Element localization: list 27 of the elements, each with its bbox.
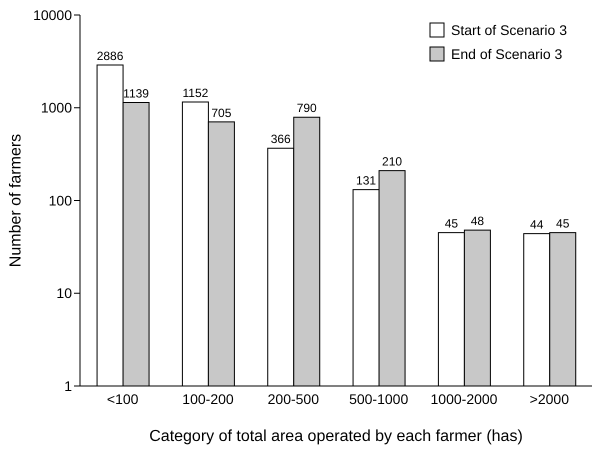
y-tick-label: 100	[48, 192, 72, 208]
x-tick-label: 1000-2000	[430, 390, 498, 407]
x-tick-label: >2000	[530, 390, 570, 407]
x-tick-label: <100	[106, 390, 139, 407]
data-label: 44	[530, 218, 544, 232]
data-label: 45	[556, 216, 570, 231]
legend-label: Start of Scenario 3	[451, 22, 567, 38]
y-tick-label: 10	[56, 285, 72, 302]
x-tick-label: 100-200	[182, 390, 234, 407]
data-label: 48	[470, 214, 484, 228]
legend-label: End of Scenario 3	[451, 46, 562, 62]
y-axis-title: Number of farmers	[8, 134, 25, 268]
data-label: 2886	[96, 49, 124, 64]
data-label: 45	[444, 216, 458, 231]
x-tick-label: 500-1000	[349, 390, 408, 407]
x-axis-title: Category of total area operated by each farmer (has)	[149, 428, 523, 445]
x-tick-label: 200-500	[268, 390, 320, 407]
y-tick-label: 10000	[33, 6, 72, 23]
data-label: 1152	[182, 86, 209, 100]
data-label: 1139	[123, 86, 150, 101]
data-label: 210	[382, 154, 402, 169]
data-label: 131	[356, 174, 376, 188]
data-label: 790	[296, 101, 318, 116]
y-tick-label: 1000	[40, 100, 72, 116]
data-label: 366	[270, 132, 292, 146]
y-tick-label: 1	[64, 378, 72, 394]
data-label: 705	[211, 106, 232, 120]
